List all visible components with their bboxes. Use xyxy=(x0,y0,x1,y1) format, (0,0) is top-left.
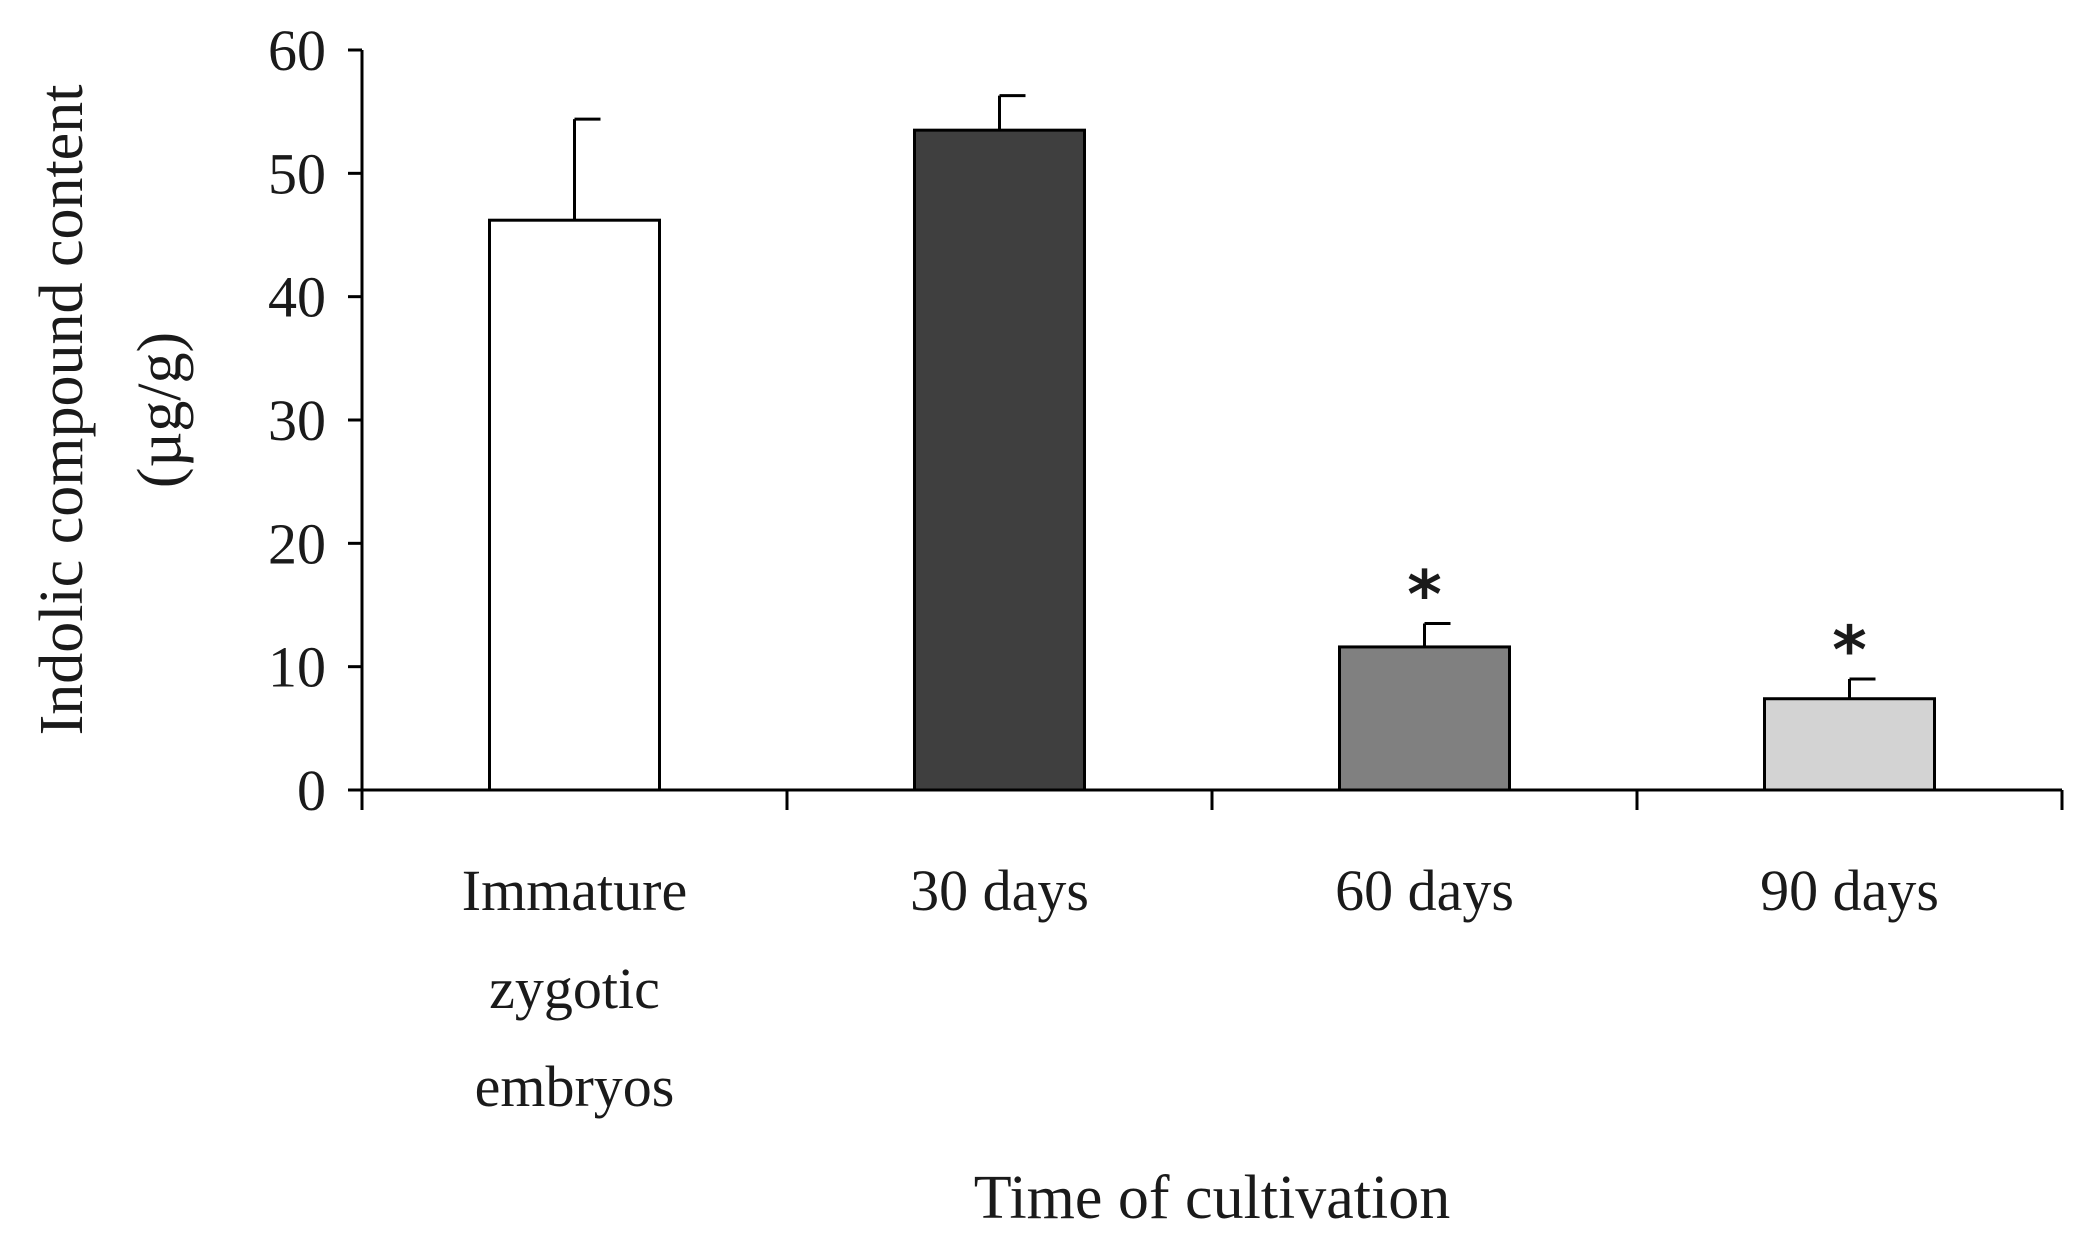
x-tick-label-line: 30 days xyxy=(910,858,1089,923)
x-tick-label-line: Immature xyxy=(462,858,687,923)
y-tick-label: 40 xyxy=(268,265,326,330)
significance-mark-4: * xyxy=(1832,612,1867,689)
y-tick-label: 10 xyxy=(268,635,326,700)
error-bar-1 xyxy=(573,117,601,221)
y-ticks: 0 10 20 30 40 50 60 xyxy=(268,18,362,823)
x-tick-label-4: 90 days xyxy=(1760,858,1939,923)
error-bars xyxy=(573,94,1876,699)
x-tick-labels: Immature zygotic embryos 30 days 60 days 90 d… xyxy=(462,858,1939,1119)
bar-3 xyxy=(1338,645,1511,792)
significance-marks: ** xyxy=(1407,557,1867,690)
y-axis-title-line-1: Indolic compound content xyxy=(28,85,96,736)
x-tick-label-1: Immature zygotic embryos xyxy=(462,858,687,1119)
x-tick-label-line: 90 days xyxy=(1760,858,1939,923)
bars xyxy=(488,128,1936,792)
x-tick-label-line: 60 days xyxy=(1335,858,1514,923)
y-tick-label: 50 xyxy=(268,141,326,206)
error-bar-4 xyxy=(1848,677,1876,699)
bar-1 xyxy=(488,218,661,792)
error-bar-3 xyxy=(1423,622,1451,647)
y-tick-label: 20 xyxy=(268,511,326,576)
bar-2 xyxy=(913,128,1086,792)
y-tick-label: 60 xyxy=(268,18,326,83)
y-tick-label: 30 xyxy=(268,388,326,453)
y-tick-label: 0 xyxy=(297,758,326,823)
x-tick-label-2: 30 days xyxy=(910,858,1089,923)
significance-mark-3: * xyxy=(1407,557,1442,634)
error-bar-2 xyxy=(998,94,1026,131)
y-axis-title: Indolic compound content (µg/g) xyxy=(28,85,194,736)
bar-4 xyxy=(1763,697,1936,792)
x-tick-label-line: embryos xyxy=(475,1054,675,1119)
x-tick-label-3: 60 days xyxy=(1335,858,1514,923)
x-tick-label-line: zygotic xyxy=(489,956,660,1021)
x-axis-title: Time of cultivation xyxy=(974,1164,1450,1232)
y-axis-title-line-2: (µg/g) xyxy=(126,332,194,488)
